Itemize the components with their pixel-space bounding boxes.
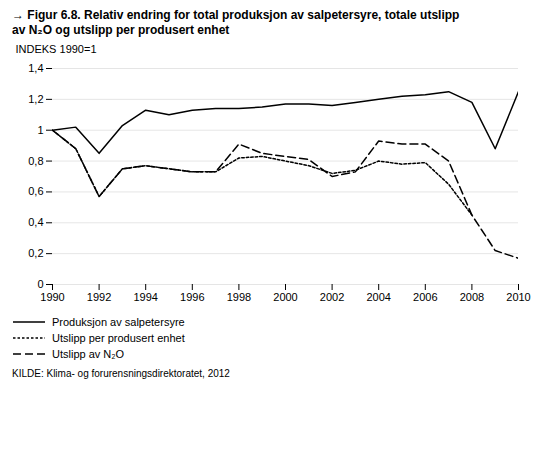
svg-text:2006: 2006	[413, 291, 437, 303]
svg-text:2000: 2000	[273, 291, 297, 303]
svg-text:1,2: 1,2	[28, 93, 43, 105]
html-text:Utslipp per produsert enhet: Utslipp per produsert enhet	[52, 332, 185, 344]
html-text:Produksjon av salpetersyre: Produksjon av salpetersyre	[52, 316, 185, 328]
svg-text:1998: 1998	[227, 291, 251, 303]
svg-text:1992: 1992	[87, 291, 111, 303]
svg-text:1: 1	[37, 124, 43, 136]
svg-text:1990: 1990	[40, 291, 64, 303]
html-text:KILDE: Klima- og forurensnings: KILDE: Klima- og forurensningsdirektorat…	[12, 368, 230, 379]
svg-text:0,8: 0,8	[28, 155, 43, 167]
svg-text:1996: 1996	[180, 291, 204, 303]
svg-text:2004: 2004	[366, 291, 390, 303]
svg-text:INDEKS 1990=1: INDEKS 1990=1	[16, 43, 97, 55]
svg-text:2008: 2008	[460, 291, 484, 303]
svg-text:0: 0	[37, 278, 43, 290]
html-text:→ Figur 6.8. Relativ endring f: → Figur 6.8. Relativ endring for total p…	[12, 8, 460, 22]
svg-text:2002: 2002	[320, 291, 344, 303]
svg-text:0,6: 0,6	[28, 185, 43, 197]
svg-text:0,2: 0,2	[28, 247, 43, 259]
svg-text:0,4: 0,4	[28, 216, 43, 228]
svg-text:1,4: 1,4	[28, 62, 43, 74]
html-text:av N₂O og utslipp per produser: av N₂O og utslipp per produsert enhet	[12, 23, 230, 37]
svg-text:2010: 2010	[506, 291, 530, 303]
svg-text:1994: 1994	[133, 291, 157, 303]
html-text:Utslipp av N₂O: Utslipp av N₂O	[52, 348, 125, 360]
